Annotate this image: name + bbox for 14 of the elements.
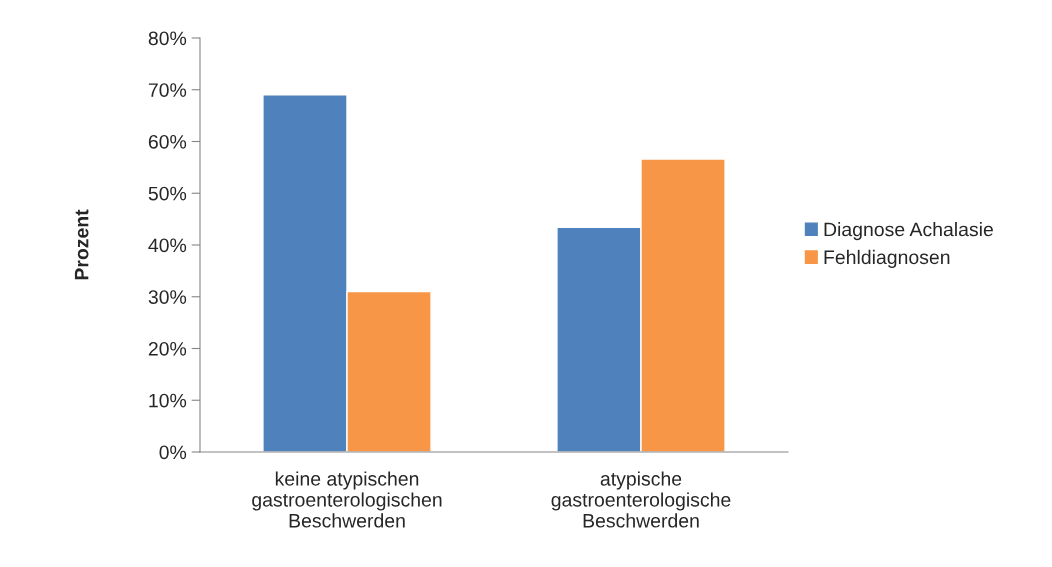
y-tick-label: 40%: [148, 238, 187, 253]
y-tick-label: 30%: [148, 290, 187, 304]
legend-label: Fehldiagnosen: [824, 249, 950, 268]
y-tick-label: 80%: [148, 31, 187, 46]
y-tick-label: 10%: [149, 393, 187, 408]
x-tick-label: keine atypischen gastroenterologischen Beschwerden: [252, 471, 442, 528]
legend-label: Diagnose Achalasie: [824, 222, 993, 241]
y-tick-label: 70%: [148, 83, 187, 97]
x-tick-label: atypische gastroenterologische Beschwerden: [551, 471, 731, 528]
y-tick-label: 60%: [148, 134, 187, 149]
y-axis-title: Prozent: [74, 209, 89, 280]
y-tick-label: 20%: [148, 341, 187, 356]
y-tick-label: 50%: [148, 186, 187, 201]
y-tick-label: 0%: [159, 445, 187, 460]
